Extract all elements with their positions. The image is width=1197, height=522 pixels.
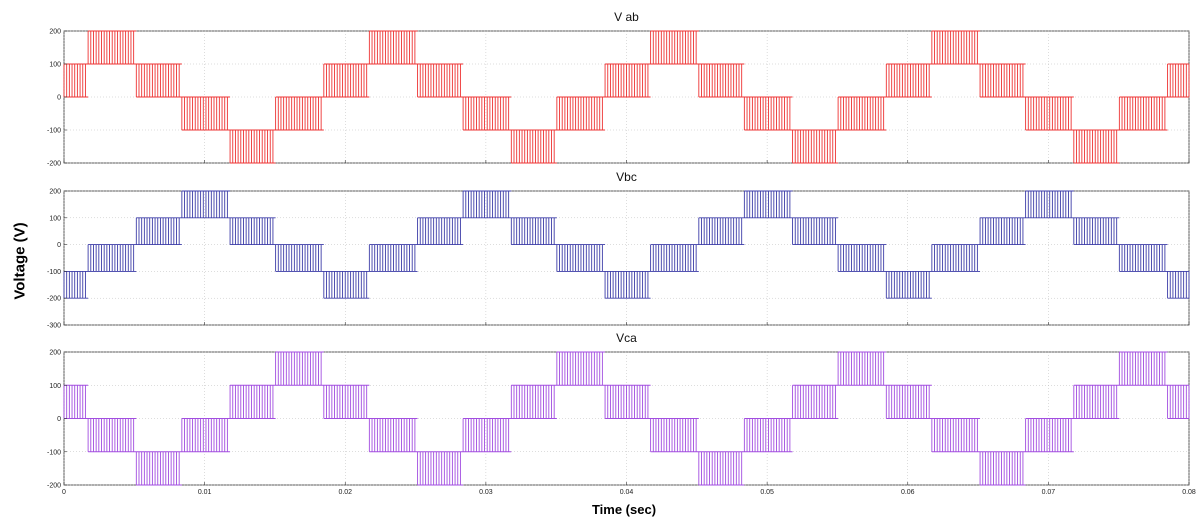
y-tick-label: 100 — [49, 383, 61, 390]
x-tick-label: 0 — [62, 489, 66, 496]
y-tick-label: -100 — [47, 449, 61, 456]
x-tick-label: 0.03 — [479, 489, 493, 496]
x-tick-label: 0.02 — [338, 489, 352, 496]
waveform-line — [63, 30, 1190, 164]
x-tick-label: 0.07 — [1042, 489, 1056, 496]
x-tick-label: 0.08 — [1182, 489, 1196, 496]
subplot-title-vab: V ab — [614, 10, 639, 24]
y-tick-label: 0 — [57, 242, 61, 249]
y-tick-label: 200 — [49, 189, 61, 196]
y-tick-label: -100 — [47, 128, 61, 135]
series-vab — [63, 30, 1190, 164]
x-tick-label: 0.06 — [901, 489, 915, 496]
y-tick-label: -200 — [47, 296, 61, 303]
series-vbc — [63, 190, 1190, 299]
y-axis-label: Voltage (V) — [11, 222, 29, 300]
y-tick-label: 200 — [49, 29, 61, 36]
waveform-line — [63, 351, 1190, 486]
y-tick-label: 100 — [49, 215, 61, 222]
y-tick-label: -100 — [47, 269, 61, 276]
x-tick-label: 0.01 — [198, 489, 212, 496]
y-tick-label: -200 — [47, 483, 61, 490]
subplot-title-vbc: Vbc — [616, 170, 637, 184]
subplot-title-vca: Vca — [616, 331, 637, 345]
x-tick-label: 0.04 — [620, 489, 634, 496]
series-vca — [63, 351, 1190, 486]
y-tick-label: 100 — [49, 62, 61, 69]
x-axis-label: Time (sec) — [591, 502, 657, 517]
waveform-line — [63, 190, 1190, 299]
y-tick-label: -300 — [47, 323, 61, 330]
y-tick-label: 0 — [57, 95, 61, 102]
x-tick-label: 0.05 — [760, 489, 774, 496]
y-tick-label: 200 — [49, 350, 61, 357]
y-tick-label: -200 — [47, 161, 61, 168]
y-tick-label: 0 — [57, 416, 61, 423]
y-axis-label-container: Voltage (V) — [0, 0, 40, 522]
